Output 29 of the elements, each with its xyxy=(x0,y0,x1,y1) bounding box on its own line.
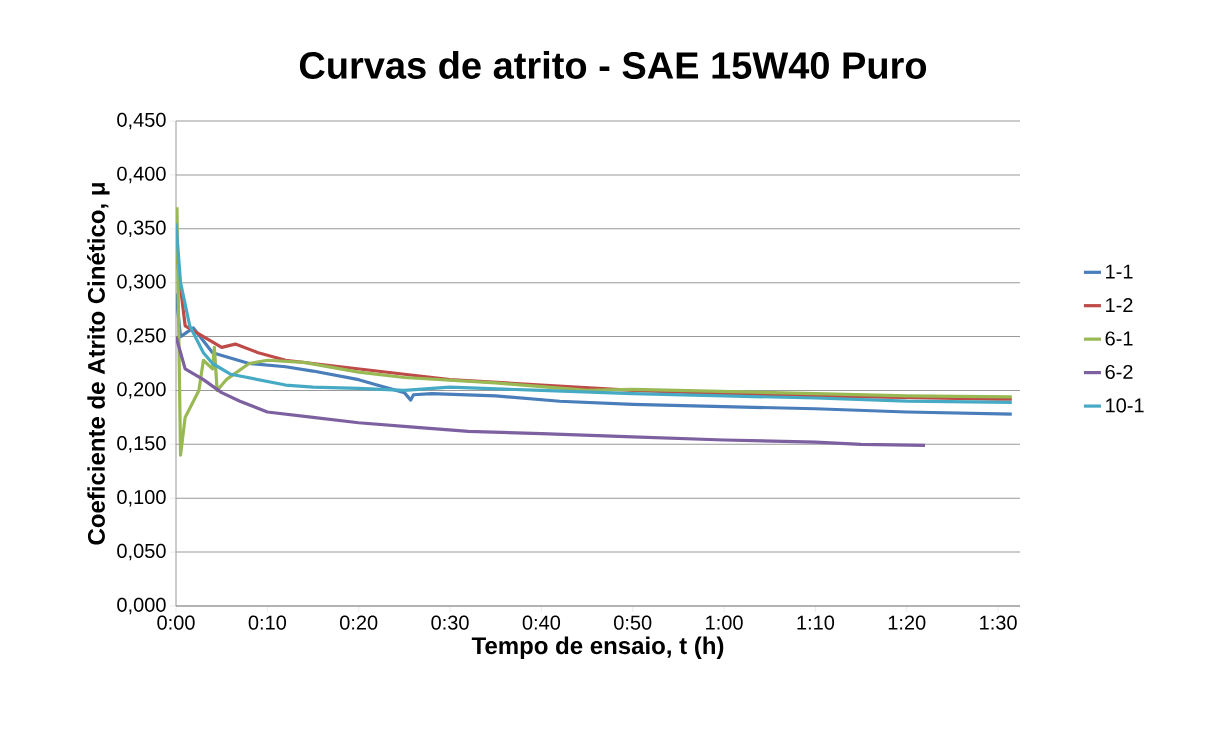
legend-label: 10-1 xyxy=(1106,398,1144,413)
legend-label: 6-1 xyxy=(1105,331,1133,346)
y-axis-title: Coeficiente de Atrito Cinético, μ xyxy=(87,183,110,545)
y-tick-label: 0,100 xyxy=(117,489,166,507)
chart-title: Curvas de atrito - SAE 15W40 Puro xyxy=(299,51,927,79)
y-tick-label: 0,350 xyxy=(117,220,166,238)
line-series xyxy=(176,334,927,448)
y-tick-label: 0,450 xyxy=(117,112,166,130)
x-tick-label: 1:00 xyxy=(706,615,743,630)
x-tick-label: 1:30 xyxy=(980,615,1017,630)
legend-label: 1-1 xyxy=(1106,264,1133,279)
y-tick-label: 0,200 xyxy=(117,382,166,399)
legend-label: 1-2 xyxy=(1106,297,1133,312)
y-tick-label: 0,400 xyxy=(117,166,166,184)
x-tick-label: 1:10 xyxy=(797,615,835,630)
x-tick-label: 0:40 xyxy=(522,615,561,630)
y-tick-label: 0,150 xyxy=(117,436,166,453)
x-tick-label: 1:20 xyxy=(888,615,926,630)
x-tick-label: 0:30 xyxy=(431,615,469,630)
x-tick-label: 0:50 xyxy=(614,615,652,630)
y-tick-label: 0,000 xyxy=(117,597,166,615)
y-tick-label: 0,250 xyxy=(117,328,166,345)
x-tick-label: 0:20 xyxy=(339,615,378,630)
x-axis-title: Tempo de ensaio, t (h) xyxy=(471,636,724,659)
x-tick-label: 0:00 xyxy=(157,615,195,630)
y-tick-label: 0,050 xyxy=(117,543,166,561)
x-tick-label: 0:10 xyxy=(248,615,287,630)
y-tick-label: 0,300 xyxy=(117,274,166,291)
legend-label: 6-2 xyxy=(1105,364,1133,380)
